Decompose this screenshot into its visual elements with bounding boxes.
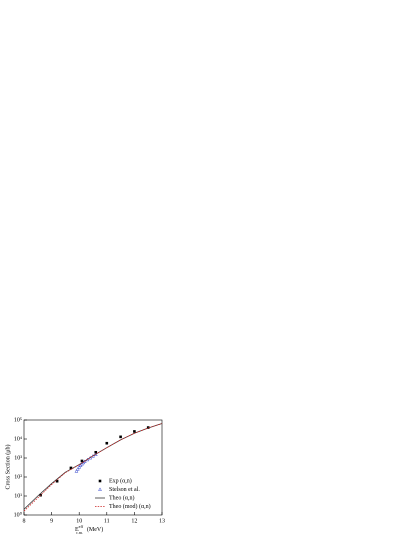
- data-point: [75, 467, 80, 471]
- data-point: [133, 430, 136, 433]
- y-tick-label: 10⁴: [14, 436, 22, 442]
- data-point: [146, 426, 150, 429]
- x-label-base: E: [75, 527, 79, 533]
- y-tick-label: 10⁰: [14, 511, 23, 518]
- legend-marker: [98, 479, 102, 483]
- data-point: [80, 459, 84, 463]
- x-tick-label: 10: [76, 518, 82, 524]
- x-label-sup: eff: [79, 524, 84, 529]
- y-axis-label: Cross Section (μb): [4, 445, 11, 490]
- x-axis-label: Eeff c.m. (MeV): [75, 524, 103, 535]
- legend-label: Theo (α,n): [109, 494, 134, 501]
- y-tick-label: 10²: [14, 474, 22, 480]
- x-label-sub: c.m.: [76, 530, 83, 535]
- data-point: [119, 435, 122, 439]
- x-tick-label: 11: [104, 518, 110, 524]
- data-point: [94, 450, 98, 454]
- x-tick-label: 13: [159, 518, 165, 524]
- data-point: [105, 441, 109, 445]
- data-point: [69, 466, 73, 470]
- y-tick-label: 10³: [14, 455, 22, 461]
- data-point: [74, 469, 79, 473]
- theory-line: [23, 423, 163, 512]
- y-tick-label: 10¹: [14, 493, 22, 499]
- legend-marker: [98, 487, 102, 491]
- legend-label: Theo (mod) (α,n): [109, 503, 151, 510]
- legend-label: Stelson et al.: [109, 487, 140, 493]
- y-tick-label: 10⁵: [14, 417, 22, 423]
- plot-frame: [23, 419, 163, 516]
- x-tick-label: 9: [50, 518, 53, 524]
- legend-label: Exp (α,n): [109, 477, 132, 484]
- x-tick-label: 12: [131, 518, 137, 524]
- x-label-unit: (MeV): [87, 526, 103, 533]
- theory-line: [23, 423, 163, 510]
- data-point: [55, 479, 59, 483]
- x-tick-label: 8: [23, 518, 26, 524]
